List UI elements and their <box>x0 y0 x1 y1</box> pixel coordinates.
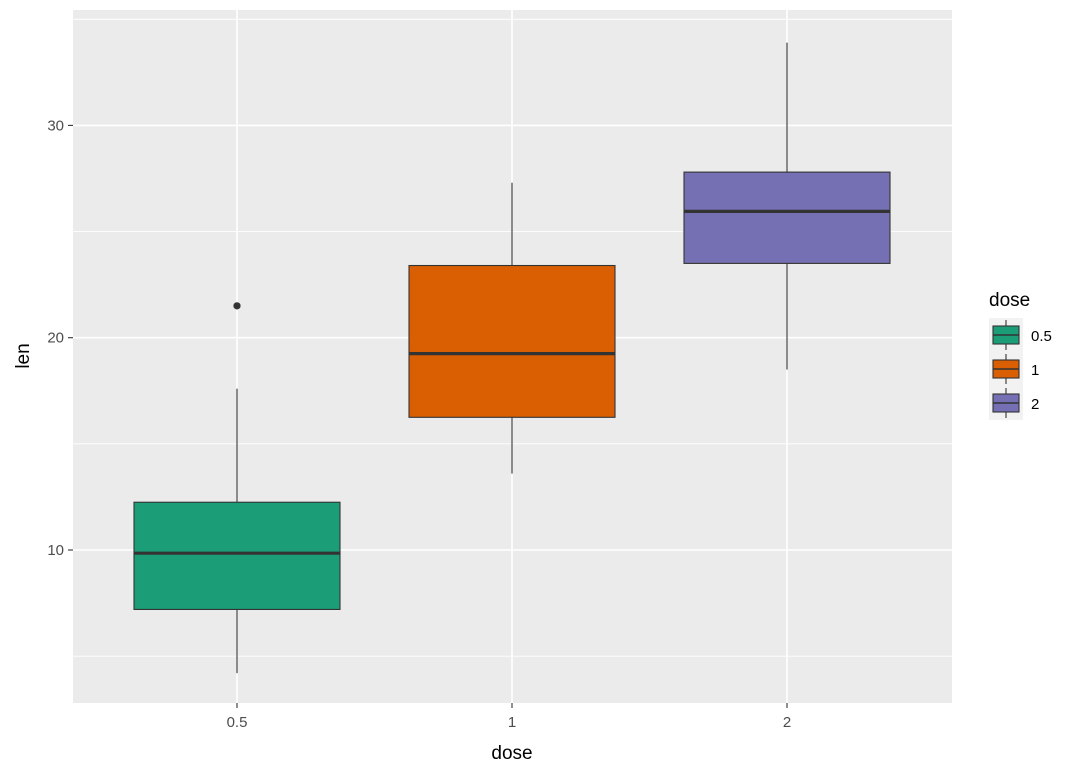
legend-key-0.5: 0.5 <box>989 318 1052 352</box>
box-iqr <box>408 264 616 418</box>
legend-label: 0.5 <box>1031 328 1052 345</box>
x-axis-ticks: 0.5 1 2 <box>227 703 791 731</box>
legend-key-2: 2 <box>989 386 1039 420</box>
legend-key-1: 1 <box>989 352 1039 386</box>
legend-label: 2 <box>1031 396 1039 413</box>
legend-title: dose <box>989 290 1030 311</box>
box-2 <box>683 42 891 370</box>
y-axis-ticks: 10 20 30 <box>47 117 73 559</box>
outlier-point <box>233 302 241 310</box>
legend-keys: 0.5 1 2 <box>989 318 1052 420</box>
box-iqr <box>133 501 341 610</box>
y-tick-label: 30 <box>47 117 64 134</box>
x-tick-label: 2 <box>783 714 791 731</box>
box-iqr <box>683 171 891 264</box>
legend: dose 0.5 1 2 <box>989 290 1052 420</box>
legend-label: 1 <box>1031 362 1039 379</box>
box-1 <box>408 182 616 474</box>
x-tick-label: 0.5 <box>227 714 248 731</box>
y-axis-title: len <box>13 343 34 368</box>
x-axis-title: dose <box>491 743 532 764</box>
y-tick-label: 20 <box>47 330 64 347</box>
y-tick-label: 10 <box>47 542 64 559</box>
boxes-layer <box>133 42 891 674</box>
x-tick-label: 1 <box>508 714 516 731</box>
box-0.5 <box>133 302 341 674</box>
